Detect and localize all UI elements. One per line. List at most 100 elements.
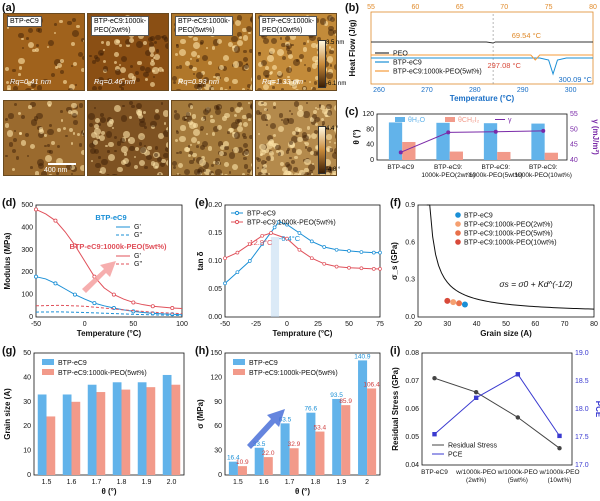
category-label: 1000k-PEO(10wt%)	[515, 172, 572, 179]
series-marker	[131, 300, 136, 305]
series-marker	[371, 266, 376, 271]
legend-marker	[234, 219, 240, 225]
series-marker	[92, 301, 97, 306]
stress-bar	[367, 388, 377, 475]
stress-bar	[289, 448, 299, 475]
x-tick-label: 50	[345, 321, 353, 328]
y-tick-label: 80	[366, 126, 374, 133]
series-marker	[322, 261, 327, 266]
series-marker	[235, 270, 240, 275]
y-tick-label: 0.07	[405, 378, 419, 385]
height-colorbar	[318, 40, 326, 88]
series-marker	[322, 245, 327, 249]
y-tick-label: 0.08	[405, 350, 419, 357]
y-axis-title: tan δ	[196, 251, 205, 270]
series-marker	[72, 243, 77, 248]
y2-tick-label: 50	[570, 126, 578, 133]
height-max: 8.5 nm	[326, 40, 345, 46]
pce-point	[515, 372, 521, 377]
series-marker	[72, 292, 77, 297]
series-marker	[359, 250, 364, 254]
y-axis-title: Heat Flow (J/g)	[348, 19, 357, 76]
y-tick-label: 100	[21, 292, 33, 299]
stress-bar	[341, 405, 351, 475]
y2-axis-title: γ (mJ/m²)	[591, 119, 600, 155]
series-marker	[347, 249, 351, 253]
residual-frame	[421, 352, 573, 466]
bar-data-label: 93.5	[330, 392, 343, 399]
grain-bar	[62, 394, 72, 475]
y-tick-label: 0.20	[208, 202, 222, 209]
x-tick-label: 20	[414, 321, 422, 328]
panel-label-g: (g)	[2, 345, 17, 357]
legend-label: θCH₂I₂	[458, 117, 480, 124]
top-tick-label: 75	[545, 4, 553, 11]
y-tick-label: 0.3	[405, 277, 415, 284]
legend-g1b: G'	[134, 253, 141, 260]
x-tick-label: 75	[376, 321, 384, 328]
legend-swatch	[42, 369, 54, 375]
y-tick-label: 120	[210, 374, 222, 381]
grain-bar	[162, 374, 172, 475]
trend-arrow	[82, 261, 116, 293]
x-tick-label: 1.9	[142, 479, 152, 486]
pce-point	[432, 432, 437, 437]
x-tick-label: 50	[502, 321, 510, 328]
bar-theta-h2o	[436, 122, 450, 160]
x-tick-label: 70	[561, 321, 569, 328]
series-marker	[272, 225, 277, 230]
y-tick-label: 200	[21, 269, 33, 276]
y-tick-label: 0.05	[405, 434, 419, 441]
category-label: BTP-eC9:	[529, 164, 558, 171]
y-tick-label: 0.10	[208, 258, 222, 265]
pce-line	[434, 373, 560, 437]
series-line	[35, 311, 183, 316]
legend-swatch	[42, 359, 54, 365]
series-marker	[309, 256, 314, 261]
gamma-point	[493, 129, 498, 134]
stress-bar	[358, 360, 368, 475]
grain-bar	[137, 382, 147, 475]
bar-data-label: 53.4	[313, 425, 326, 432]
y2-tick-label: 19.0	[575, 350, 589, 357]
series-marker	[285, 236, 289, 241]
data-point	[444, 297, 451, 304]
annotation-300: 300.09 °C	[559, 75, 593, 84]
category-label: (10wt%)	[548, 477, 572, 484]
residual-point	[473, 390, 479, 395]
phase-colorbar	[318, 126, 326, 174]
series-marker	[334, 264, 339, 269]
peak-band	[270, 237, 280, 317]
grain-bar	[121, 389, 131, 475]
legend-group-1: BTP-eC9	[95, 213, 126, 222]
legend-swatch	[233, 359, 245, 365]
series-marker	[277, 219, 281, 224]
annotation-peo: 69.54 °C	[512, 31, 542, 40]
x-tick-label: 1.8	[311, 479, 321, 486]
x-axis-title: θ (°)	[101, 487, 116, 496]
category-label: BTP-eC9:	[434, 164, 463, 171]
x-tick-label: -25	[251, 321, 261, 328]
gamma-point	[541, 128, 546, 133]
series-marker	[309, 239, 314, 244]
dsc-frame	[370, 11, 594, 85]
series-marker	[34, 274, 39, 279]
series-marker	[235, 250, 240, 255]
y-tick-label: 40	[23, 374, 31, 381]
bar-theta-ch2i2	[544, 152, 558, 160]
y2-tick-label: 18.5	[575, 378, 589, 385]
series-marker	[53, 218, 58, 223]
series-line	[224, 221, 380, 284]
legend-label: γ	[508, 117, 512, 124]
afm-sample-label: BTP-eC9:1000k- PEO(2wt%)	[91, 16, 150, 36]
legend-g2b: G''	[134, 261, 142, 268]
series-marker	[260, 233, 265, 238]
category-label: 1000k-PEO(2wt%)	[421, 172, 475, 179]
bar-theta-h2o	[388, 122, 403, 160]
y-tick-label: 60	[214, 423, 222, 430]
y-tick-label: 0.15	[208, 230, 222, 237]
afm-roughness: Rq=1.33 nm	[262, 77, 304, 86]
afm-roughness: Rq=0.41 nm	[10, 77, 52, 86]
legend-label: PEO	[393, 51, 408, 58]
legend-label: BTP-eC9:1000k-PEO(10wt%)	[464, 240, 557, 247]
